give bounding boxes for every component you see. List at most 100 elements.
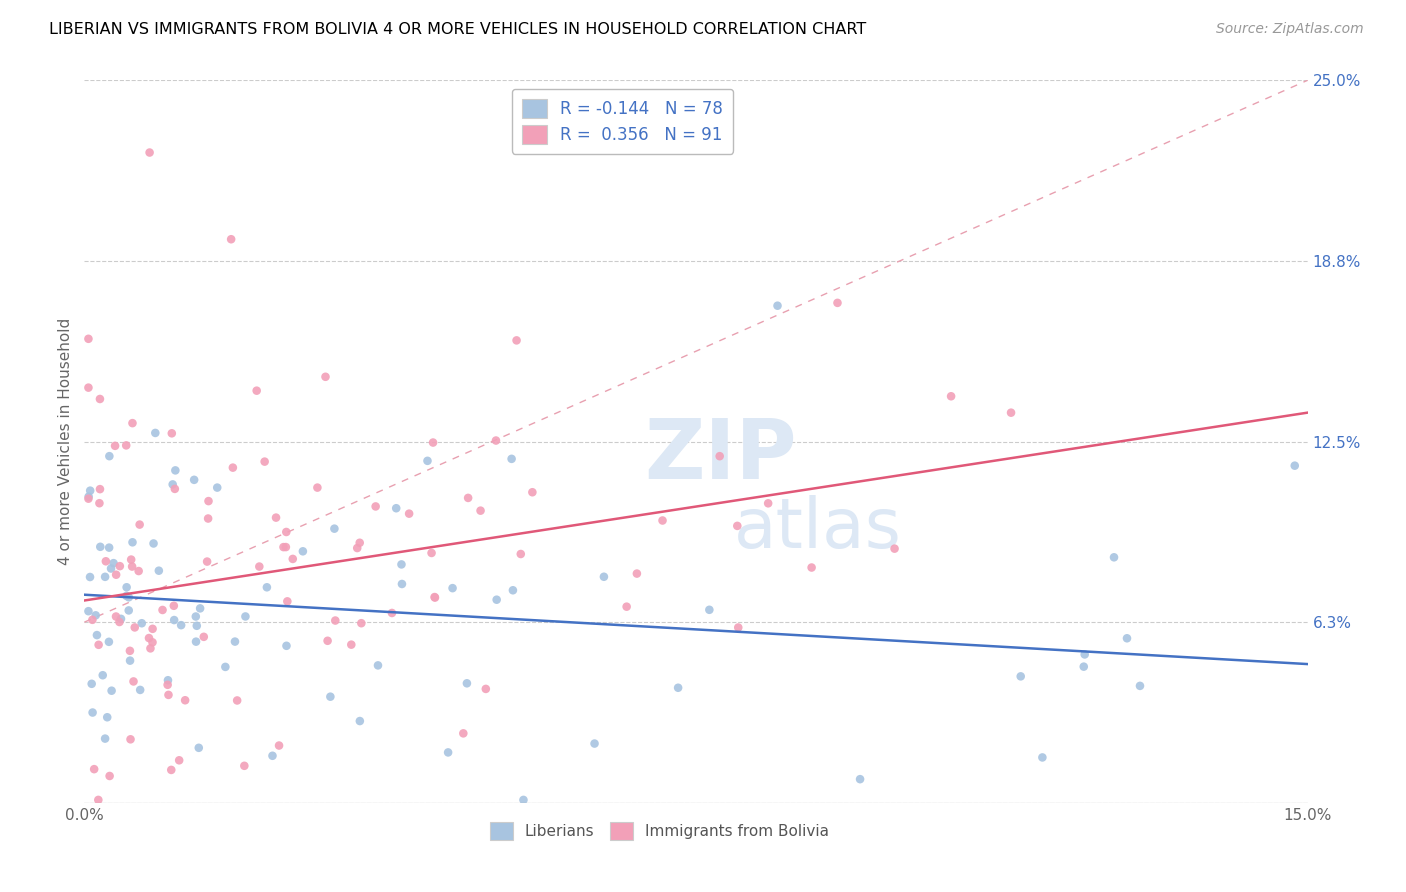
Point — [307, 481, 329, 495]
Point — [139, 641, 162, 656]
Point — [457, 491, 479, 505]
Point — [197, 511, 219, 525]
Point — [82, 613, 104, 627]
Point — [437, 746, 460, 760]
Point — [115, 438, 138, 452]
Point — [108, 559, 131, 574]
Point — [274, 540, 297, 554]
Point — [148, 564, 170, 578]
Point — [470, 503, 492, 517]
Point — [121, 535, 143, 549]
Point — [1129, 679, 1152, 693]
Point — [583, 737, 606, 751]
Point — [160, 763, 183, 777]
Point — [849, 772, 872, 787]
Point — [350, 616, 373, 631]
Point — [83, 762, 105, 776]
Point — [316, 633, 339, 648]
Point — [115, 589, 138, 603]
Legend: Liberians, Immigrants from Bolivia: Liberians, Immigrants from Bolivia — [484, 816, 835, 846]
Point — [162, 477, 184, 491]
Point — [156, 673, 179, 688]
Point — [441, 581, 464, 595]
Point — [110, 612, 132, 626]
Point — [256, 580, 278, 594]
Point — [118, 654, 141, 668]
Point — [163, 613, 186, 627]
Point — [129, 682, 152, 697]
Point — [94, 731, 117, 746]
Point — [100, 561, 122, 575]
Point — [156, 678, 179, 692]
Point — [143, 425, 166, 440]
Point — [94, 554, 117, 568]
Point — [170, 618, 193, 632]
Y-axis label: 4 or more Vehicles in Household: 4 or more Vehicles in Household — [58, 318, 73, 566]
Point — [80, 677, 103, 691]
Point — [118, 591, 141, 605]
Point — [183, 473, 205, 487]
Point — [253, 455, 276, 469]
Point — [235, 609, 257, 624]
Point — [381, 606, 404, 620]
Point — [1073, 659, 1095, 673]
Point — [346, 541, 368, 555]
Point — [475, 681, 498, 696]
Point — [87, 638, 110, 652]
Point — [96, 710, 118, 724]
Point — [276, 524, 298, 539]
Point — [188, 601, 211, 615]
Point — [727, 620, 749, 634]
Point — [77, 332, 100, 346]
Point — [219, 232, 242, 246]
Point — [391, 577, 413, 591]
Point — [247, 559, 270, 574]
Point — [391, 558, 413, 572]
Point — [323, 614, 346, 628]
Point — [276, 639, 298, 653]
Point — [1073, 648, 1095, 662]
Point — [141, 635, 163, 649]
Point — [121, 559, 143, 574]
Point — [98, 541, 121, 555]
Point — [87, 793, 110, 807]
Point — [118, 644, 141, 658]
Point — [165, 463, 187, 477]
Point — [174, 693, 197, 707]
Point — [456, 676, 478, 690]
Point — [94, 570, 117, 584]
Point — [128, 517, 150, 532]
Point — [86, 628, 108, 642]
Point — [138, 631, 160, 645]
Point — [522, 485, 544, 500]
Point — [502, 583, 524, 598]
Point — [120, 552, 142, 566]
Point — [1102, 550, 1125, 565]
Point — [246, 384, 269, 398]
Point — [699, 603, 721, 617]
Point — [84, 608, 107, 623]
Point — [118, 603, 141, 617]
Point — [108, 615, 131, 629]
Point — [505, 334, 527, 348]
Point — [1031, 750, 1053, 764]
Point — [883, 541, 905, 556]
Point — [105, 567, 128, 582]
Point — [91, 668, 114, 682]
Text: atlas: atlas — [734, 495, 903, 562]
Point — [233, 759, 256, 773]
Point — [593, 570, 616, 584]
Point — [163, 482, 186, 496]
Point — [121, 416, 143, 430]
Point — [98, 769, 121, 783]
Point — [1000, 406, 1022, 420]
Point — [423, 590, 446, 604]
Point — [124, 620, 146, 634]
Point — [319, 690, 342, 704]
Point — [422, 435, 444, 450]
Point — [77, 491, 100, 506]
Point — [97, 635, 120, 649]
Point — [1010, 669, 1032, 683]
Point — [398, 507, 420, 521]
Point — [79, 570, 101, 584]
